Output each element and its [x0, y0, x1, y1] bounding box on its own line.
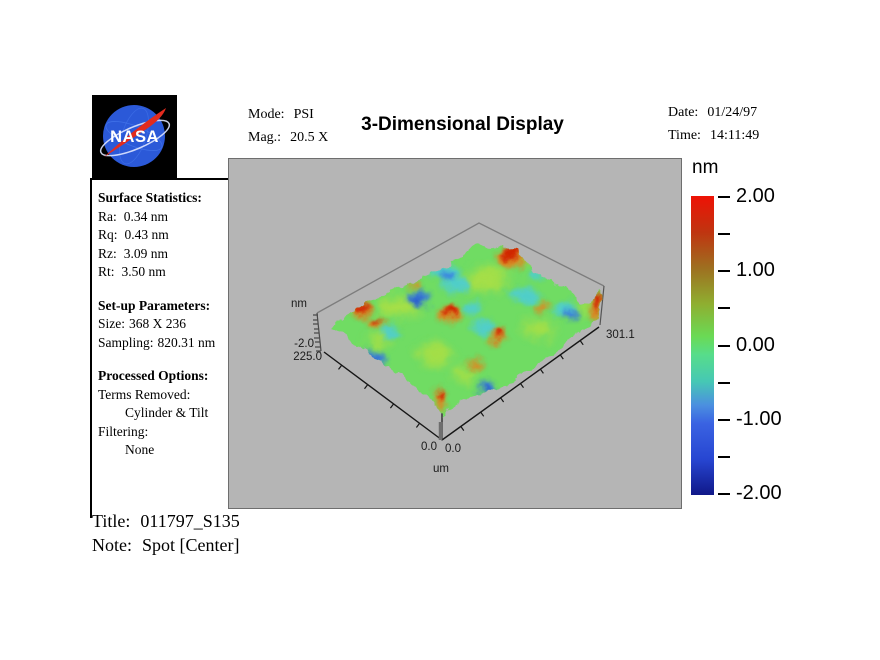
surface-statistics-heading: Surface Statistics: [98, 190, 202, 205]
surface-3d [329, 244, 601, 417]
title-label: Title: [92, 511, 131, 531]
rq-label: Rq: [98, 227, 118, 242]
time-line: Time: 14:11:49 [668, 124, 759, 147]
rq-value: 0.43 nm [124, 227, 169, 242]
time-value: 14:11:49 [709, 128, 760, 143]
processed-options-heading: Processed Options: [98, 368, 209, 383]
ra-value: 0.34 nm [123, 208, 169, 224]
colorbar-label-0: 0.00 [736, 334, 775, 356]
setup-parameters-section: Set-up Parameters: Size: 368 X 236 Sampli… [98, 297, 229, 353]
filtering-value: None [125, 442, 155, 457]
nasa-meatball-icon: NASA [92, 95, 177, 178]
datetime-block: Date: 01/24/97 Time: 14:11:49 [668, 101, 759, 147]
rz-label: Rz: [98, 245, 117, 261]
size-label: Size: [98, 316, 125, 331]
footer-title-line: Title: 011797_S135 [92, 511, 240, 532]
colorbar-label-neg2: -2.00 [736, 482, 782, 504]
processed-options-section: Processed Options: Terms Removed: Cylind… [98, 367, 229, 460]
ra-label: Ra: [98, 208, 117, 224]
statistics-panel: Surface Statistics: Ra: 0.34 nm Rq: 0.43 n… [90, 178, 229, 518]
colorbar-label-2: 2.00 [736, 185, 775, 207]
mode-line: Mode: PSI [248, 103, 328, 126]
time-label: Time: [668, 128, 701, 143]
rt-value: 3.50 nm [121, 264, 166, 279]
mode-value: PSI [293, 107, 314, 122]
x-max-label: 301.1 [606, 329, 635, 341]
colorbar-tick [718, 493, 730, 495]
setup-parameters-heading: Set-up Parameters: [98, 297, 211, 313]
colorbar-label-neg1: -1.00 [736, 408, 782, 430]
x-axis [441, 326, 600, 441]
sampling-value: 820.31 nm [157, 334, 216, 350]
colorbar-tick [718, 345, 730, 347]
nasa-logo-text: NASA [110, 128, 159, 146]
stat-row-rz: Rz: 3.09 nm [98, 245, 229, 264]
terms-removed-label: Terms Removed: [98, 386, 191, 402]
note-value: Spot [Center] [142, 535, 240, 555]
colorbar-gradient [691, 196, 714, 495]
surface-color-patches [351, 246, 601, 409]
y-origin-label: 0.0 [421, 441, 437, 453]
colorbar-tick [718, 419, 730, 421]
mag-value: 20.5 X [290, 130, 329, 145]
z-axis-unit-label: nm [291, 298, 307, 310]
rt-label: Rt: [98, 264, 115, 279]
nasa-logo: NASA [92, 95, 177, 178]
stat-row-ra: Ra: 0.34 nm [98, 208, 229, 227]
mode-mag-block: Mode: PSI Mag.: 20.5 X [248, 103, 328, 149]
date-label: Date: [668, 105, 699, 120]
size-value: 368 X 236 [129, 316, 186, 331]
mag-label: Mag.: [248, 130, 282, 145]
title-value: 011797_S135 [140, 511, 240, 531]
colorbar-tick [718, 196, 730, 198]
mag-line: Mag.: 20.5 X [248, 126, 328, 149]
terms-removed-value: Cylinder & Tilt [125, 405, 209, 420]
colorbar-label-1: 1.00 [736, 259, 775, 281]
z-min-label: -2.0 [294, 338, 314, 350]
date-value: 01/24/97 [707, 105, 758, 120]
colorbar-tick [718, 456, 730, 458]
colorbar-tick [718, 233, 730, 235]
surface-statistics-section: Surface Statistics: Ra: 0.34 nm Rq: 0.43 n… [98, 189, 229, 282]
sampling-label: Sampling: [98, 334, 154, 350]
z-axis [313, 312, 322, 352]
colorbar-tick [718, 382, 730, 384]
rz-value: 3.09 nm [123, 245, 169, 261]
note-label: Note: [92, 535, 132, 555]
stat-row-rq: Rq: 0.43 nm [98, 226, 229, 245]
mode-label: Mode: [248, 107, 285, 122]
setup-row-sampling: Sampling: 820.31 nm [98, 334, 229, 353]
surface-plot-canvas: nm -2.0 225.0 301.1 0.0 0.0 um [228, 158, 682, 509]
xy-unit-label: um [433, 463, 449, 475]
date-line: Date: 01/24/97 [668, 101, 759, 124]
filtering-label: Filtering: [98, 423, 149, 439]
footer-note-line: Note: Spot [Center] [92, 535, 239, 556]
setup-row-size: Size: 368 X 236 [98, 315, 229, 334]
page-title: 3-Dimensional Display [361, 114, 564, 135]
wireframe-box [316, 222, 605, 326]
x-origin-label: 0.0 [445, 443, 461, 455]
stat-row-rt: Rt: 3.50 nm [98, 263, 229, 282]
y-axis [323, 351, 443, 441]
colorbar-tick [718, 307, 730, 309]
colorbar-unit-label: nm [692, 157, 719, 178]
colorbar-tick [718, 270, 730, 272]
y-max-label: 225.0 [293, 351, 322, 363]
